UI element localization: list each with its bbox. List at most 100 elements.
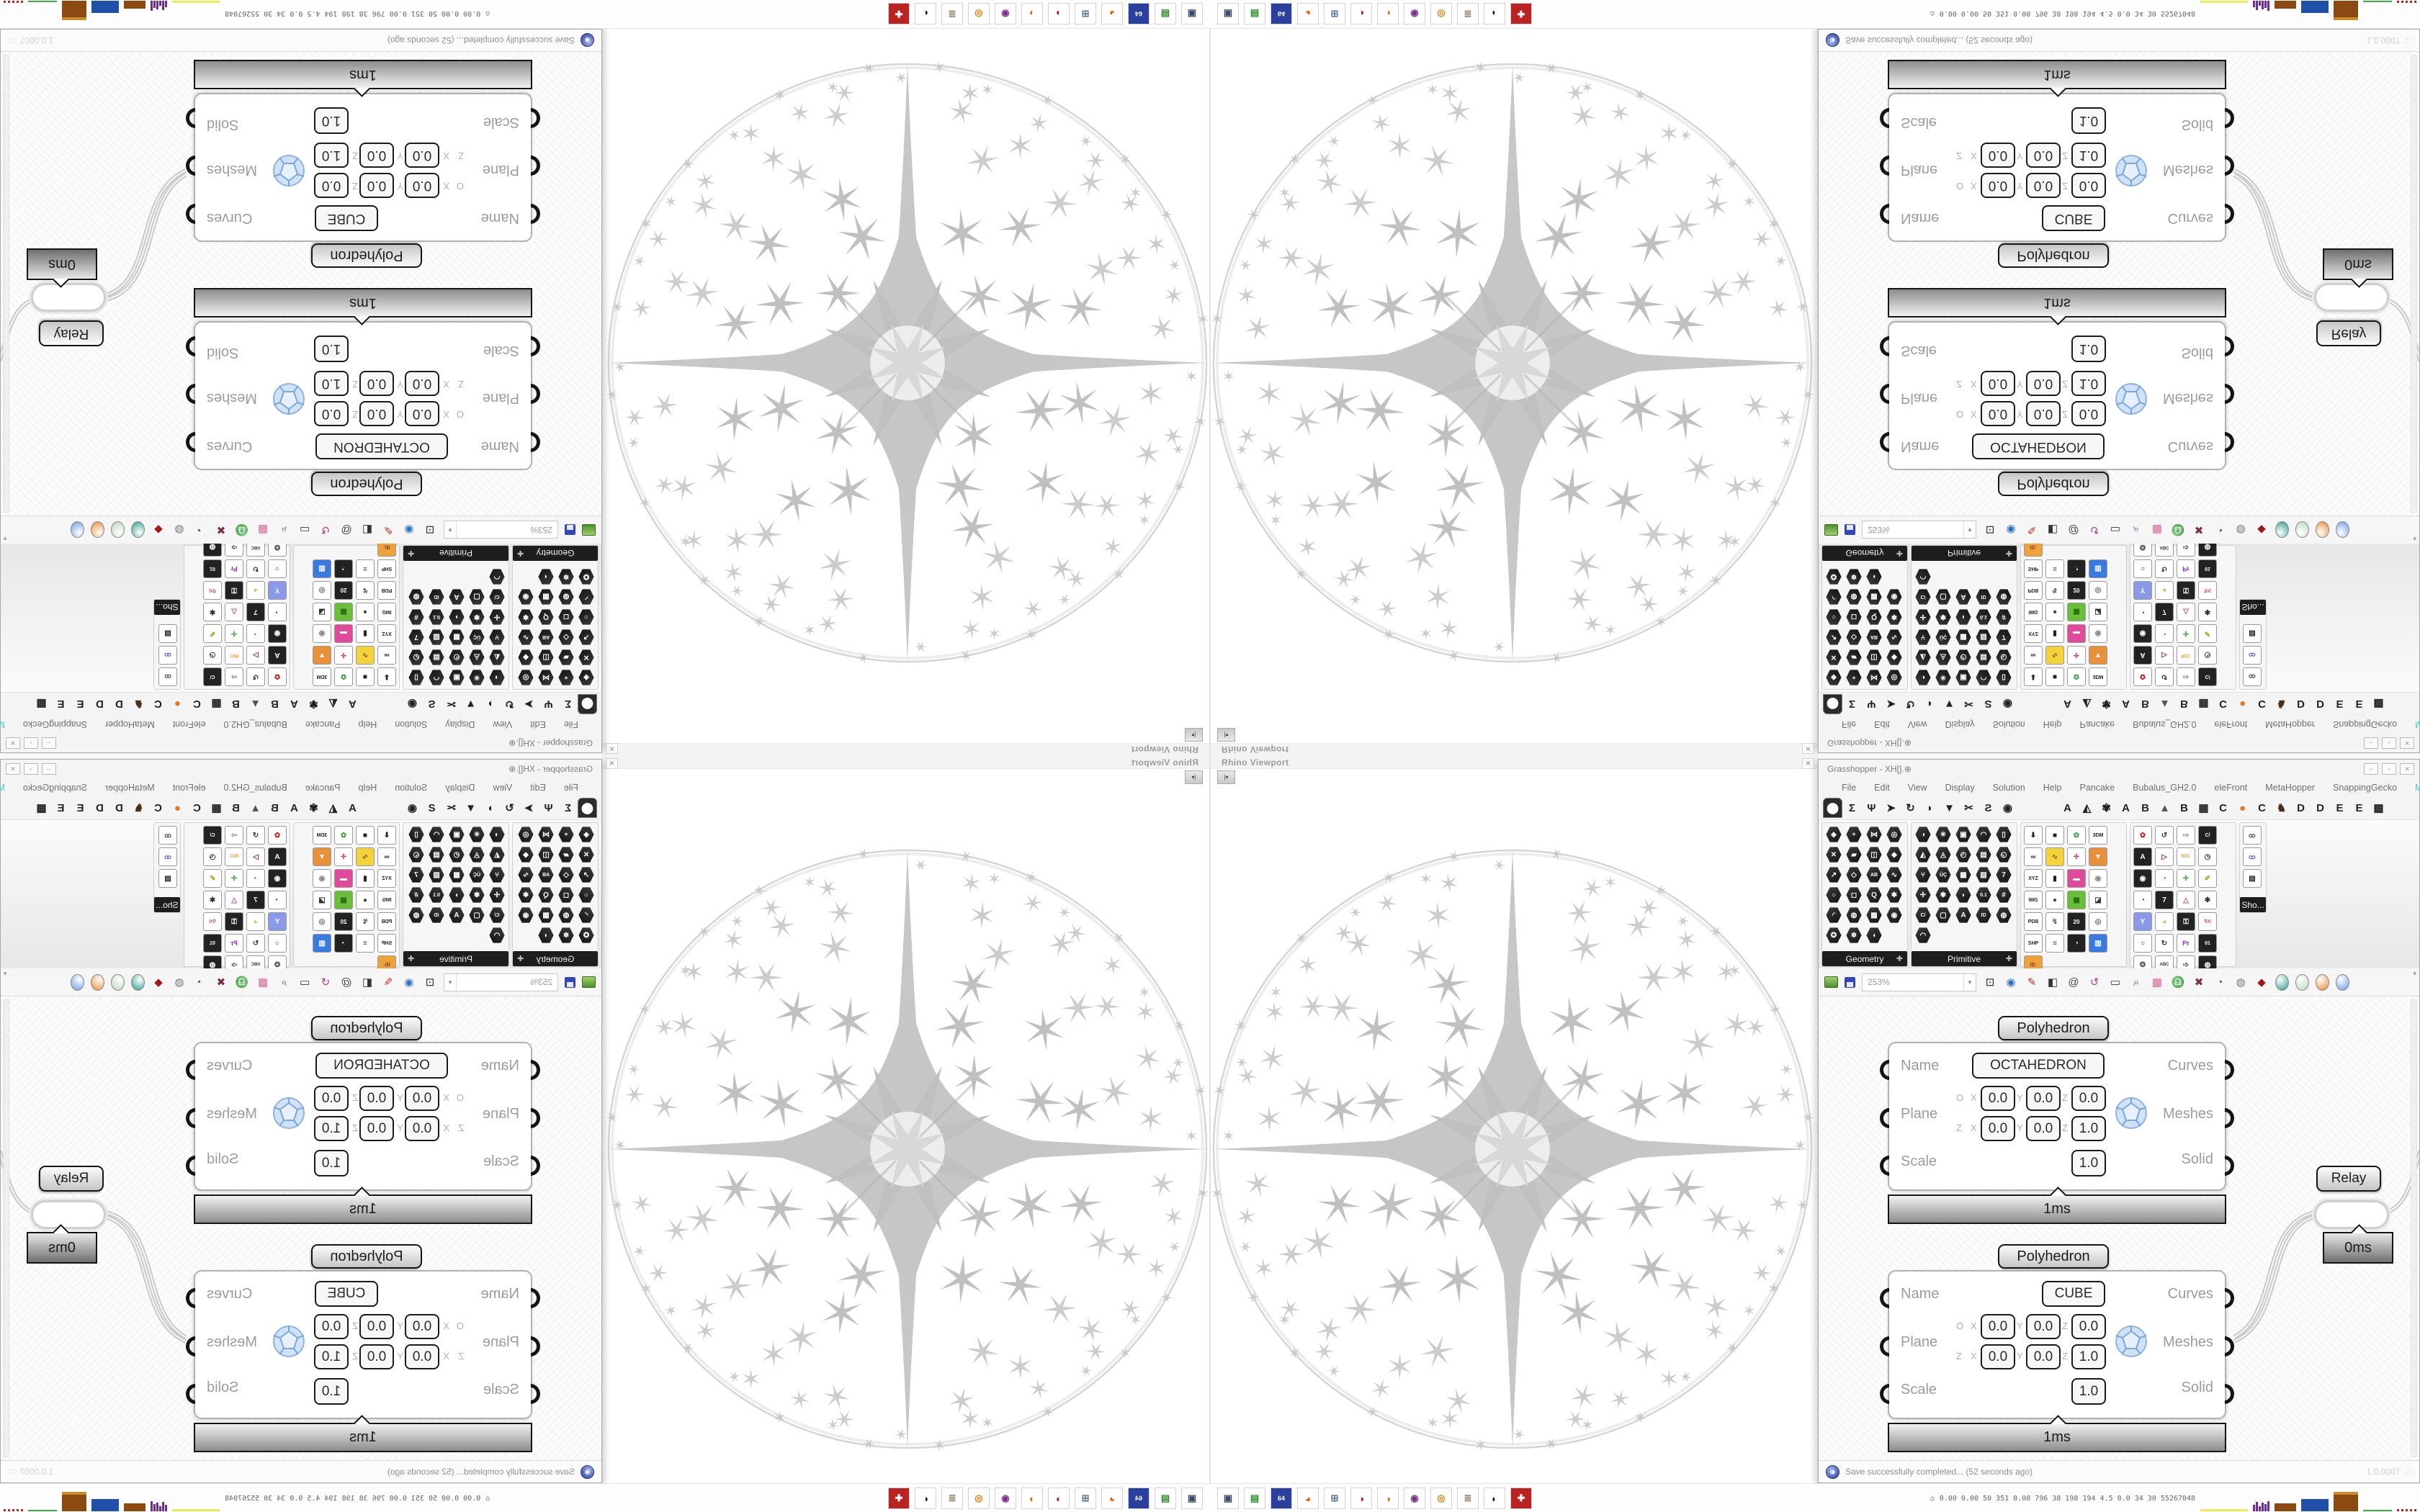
menu-file[interactable]: File [563,719,578,730]
component-icon[interactable]: ထ [158,667,177,686]
close-button[interactable]: ✕ [2400,737,2414,749]
menu-solution[interactable]: Solution [1992,782,2025,793]
input-connector-name[interactable] [1880,204,1899,224]
taskbar-app-icon[interactable]: ◑ [1048,1488,1070,1509]
zoom-dropdown-icon[interactable]: ▼ [444,521,457,539]
menu-elefront[interactable]: eleFront [172,782,206,793]
component-icon[interactable]: ⚿ [225,912,243,931]
component-icon[interactable]: ◈ [578,670,595,686]
category-tab-icon[interactable]: Σ [565,698,572,711]
name-value[interactable]: OCTAHEDRON [315,1053,448,1079]
component-icon[interactable]: ◗ [1955,887,1971,903]
component-icon[interactable]: f(x) [203,581,222,600]
palette-panel-label[interactable]: Sho... [2240,897,2266,912]
component-icon[interactable]: 0.1 [1976,887,1991,903]
category-tab-icon[interactable]: Ψ [544,698,553,711]
taskbar-app-icon[interactable]: ◉ [1404,3,1425,24]
input-connector-scale[interactable] [521,1384,540,1404]
display-mode-icon[interactable] [91,973,104,991]
component-icon[interactable]: C/ [489,589,506,606]
input-connector-scale[interactable] [1880,336,1899,356]
component-icon[interactable]: ∿ [356,646,375,665]
component-icon[interactable]: ◑ [489,670,506,686]
component-title-octahedron[interactable]: Polyhedron [311,472,422,496]
component-icon[interactable]: ○ [268,559,287,578]
component-icon[interactable]: A [449,907,465,924]
canvas-toolbar-icon[interactable]: ◉ [2006,976,2016,989]
input-connector-name[interactable] [1880,1288,1889,1308]
component-icon[interactable]: ∿ [1886,629,1903,646]
canvas-toolbar-icon[interactable]: ◔ [2216,523,2223,536]
component-icon[interactable]: ❄ [558,927,575,944]
taskbar-app-icon[interactable]: ≣ [1457,1488,1479,1509]
canvas-toolbar-icon[interactable]: @ [341,976,352,989]
taskbar-app-icon[interactable]: ◎ [968,1488,990,1509]
taskbar-app-icon[interactable]: ▣ [1181,3,1203,24]
component-icon[interactable]: ✱ [1886,609,1903,626]
input-connector-plane[interactable] [521,156,540,176]
category-tab-icon[interactable]: C [154,801,162,814]
component-icon[interactable]: ▦ [538,589,555,606]
category-tab-icon[interactable]: ↻ [1906,802,1915,814]
component-icon[interactable]: ထ [158,646,177,665]
component-icon[interactable]: ↗ [1826,867,1842,883]
category-tab-icon[interactable]: E [76,801,84,814]
taskbar-app-icon[interactable]: 64 [1128,3,1150,24]
taskbar-app-icon[interactable]: ≣ [941,1488,963,1509]
menu-bubalus_gh2.0[interactable]: Bubalus_GH2.0 [2133,782,2197,793]
grasshopper-titlebar[interactable]: Grasshopper - XH[].⊕ – ▫ ✕ [1,760,601,778]
component-icon[interactable]: ◠ [1976,827,1991,842]
component-icon[interactable]: ◠ [489,569,506,585]
display-mode-icon[interactable] [131,521,145,539]
component-icon[interactable]: ✳ [1935,827,1951,842]
component-icon[interactable]: ↻ [246,559,265,578]
output-connector-solid[interactable] [2225,1156,2234,1176]
taskbar-app-icon[interactable]: ◎ [1430,1488,1452,1509]
output-connector-curves[interactable] [2215,204,2234,224]
component-icon[interactable]: ▤ [1976,649,1992,666]
taskbar-app-icon[interactable]: ▣ [1217,3,1239,24]
component-icon[interactable]: ✕ [578,649,595,666]
palette-panel-label[interactable]: Geometry ✚ [513,546,598,561]
component-icon[interactable]: ▮ [356,624,375,643]
component-body-octahedron[interactable]: Name Plane Scale Curves Meshes Solid OCT… [1880,1042,2234,1191]
plane-zy[interactable]: 0.0 [359,1116,394,1141]
component-icon[interactable]: ⇨ [2177,667,2195,686]
taskbar-app-icon[interactable]: ◉ [995,3,1016,24]
component-icon[interactable]: Y [268,912,287,931]
component-icon[interactable]: ∘ [558,827,575,843]
component-icon[interactable]: ◕ [2155,912,2174,931]
component-icon[interactable]: ↗ [578,629,595,646]
component-icon[interactable]: C/ [203,667,222,686]
component-icon[interactable]: ◍ [1996,589,2012,606]
component-icon[interactable]: Pr [2177,934,2195,953]
relay-title[interactable]: Relay [2316,1166,2381,1192]
canvas-toolbar-icon[interactable]: ✎ [383,523,393,536]
component-icon[interactable]: ↯ [356,581,375,600]
component-icon[interactable]: 0.1 [429,609,445,626]
taskbar-app-icon[interactable]: ◑ [1048,3,1070,24]
component-icon[interactable]: ◜ [1826,907,1842,923]
category-tab-icon[interactable]: B [2180,698,2188,711]
component-icon[interactable]: Pr [2177,559,2195,578]
panel-expand-icon[interactable]: ✚ [1896,955,1903,963]
component-icon[interactable]: ✾ [1935,887,1951,903]
taskbar-app-icon[interactable]: ◑ [1377,1488,1399,1509]
menu-help[interactable]: Help [358,719,377,730]
component-icon[interactable]: Q [538,609,555,626]
category-tab-icon[interactable]: ✂ [447,802,456,814]
component-icon[interactable]: ◜ [578,907,595,924]
output-connector-solid[interactable] [186,108,205,128]
component-icon[interactable]: ✳ [469,670,485,686]
component-icon[interactable]: ⋈ [1866,670,1883,686]
menu-bubalus_gh2.0[interactable]: Bubalus_GH2.0 [2133,719,2197,730]
component-icon[interactable]: ↻ [2155,934,2174,953]
component-icon[interactable]: ✛ [489,609,506,626]
canvas-toolbar-icon[interactable]: ◉ [404,976,414,989]
display-mode-icon[interactable] [2295,973,2309,991]
component-icon[interactable]: ◎ [1886,670,1903,686]
relay-node[interactable] [31,1200,106,1229]
component-icon[interactable]: ✛ [489,887,506,904]
taskbar-app-icon[interactable]: ⊞ [1324,3,1345,24]
component-icon[interactable]: ▰ [1846,847,1862,863]
